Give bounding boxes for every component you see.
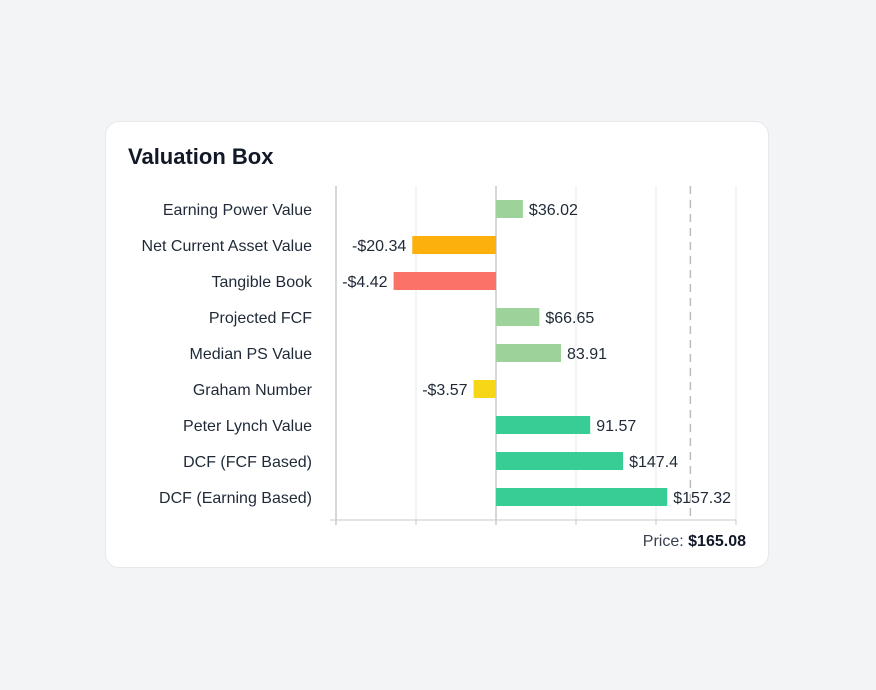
category-label: Median PS Value bbox=[190, 346, 313, 363]
valuation-box-card: Valuation Box Earning Power Value $36.02 N… bbox=[105, 121, 769, 568]
labels-layer: Earning Power Value $36.02 Net Current Ass… bbox=[142, 202, 732, 507]
bar bbox=[473, 380, 496, 398]
category-label: Projected FCF bbox=[209, 310, 312, 327]
price-value: $165.08 bbox=[688, 533, 746, 550]
category-label: Earning Power Value bbox=[163, 202, 312, 219]
category-label: DCF (Earning Based) bbox=[159, 490, 312, 507]
valuation-bar-chart: Earning Power Value $36.02 Net Current Ass… bbox=[142, 186, 737, 525]
category-label: Tangible Book bbox=[211, 274, 313, 291]
value-label: 91.57 bbox=[596, 418, 636, 435]
value-label: $147.4 bbox=[629, 454, 678, 471]
bar bbox=[496, 344, 562, 362]
value-label: 83.91 bbox=[567, 346, 607, 363]
value-label: $66.65 bbox=[545, 310, 594, 327]
bar bbox=[496, 488, 668, 506]
price-readout: Price: $165.08 bbox=[643, 533, 746, 551]
category-label: Peter Lynch Value bbox=[183, 418, 312, 435]
bar bbox=[496, 452, 624, 470]
category-label: Graham Number bbox=[193, 382, 313, 399]
category-label: DCF (FCF Based) bbox=[183, 454, 312, 471]
price-label: Price: bbox=[642, 533, 684, 550]
bar bbox=[393, 272, 496, 290]
bar bbox=[496, 308, 540, 326]
value-label: $36.02 bbox=[529, 202, 578, 219]
bar bbox=[496, 416, 591, 434]
category-label: Net Current Asset Value bbox=[142, 238, 313, 255]
bar bbox=[412, 236, 496, 254]
card-title: Valuation Box bbox=[128, 144, 274, 169]
value-label: $157.32 bbox=[673, 490, 731, 507]
bar bbox=[496, 200, 523, 218]
value-label: -$4.42 bbox=[342, 274, 387, 291]
value-label: -$20.34 bbox=[352, 238, 406, 255]
bars-layer bbox=[393, 200, 668, 506]
value-label: -$3.57 bbox=[422, 382, 467, 399]
